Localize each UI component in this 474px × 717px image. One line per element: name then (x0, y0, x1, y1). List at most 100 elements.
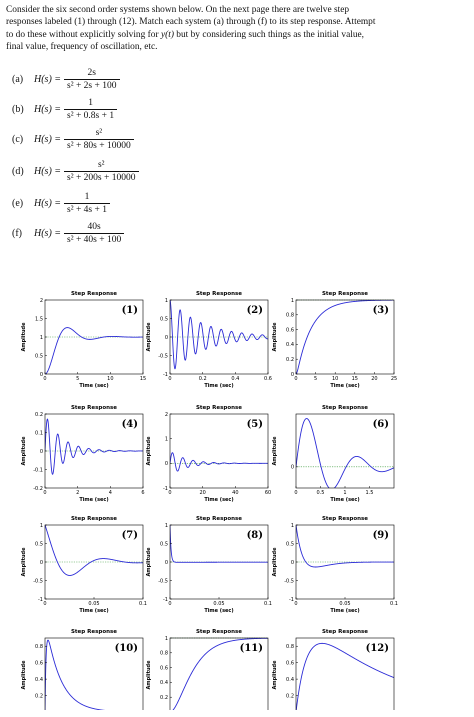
y-tick-label: -1 (38, 597, 43, 603)
x-tick-label: 0 (168, 601, 171, 607)
response-curve (296, 418, 394, 488)
y-axis-label: Amplitude (272, 436, 278, 466)
y-axis-label: Amplitude (272, 660, 278, 690)
y-tick-label: 0.8 (286, 644, 294, 650)
panel-label: (8) (247, 530, 263, 541)
y-tick-label: 0 (165, 461, 168, 467)
panel-label: (2) (247, 305, 263, 316)
step-response-plot-9: Step Response 0 0.05 0.1 -1 -0.5 0 0.5 1 Time (se… (272, 516, 398, 614)
y-tick-label: 1 (291, 298, 294, 304)
y-tick-label: 0 (40, 449, 43, 455)
x-tick-label: 0 (43, 601, 46, 607)
system-lhs: H(s) = (34, 104, 62, 115)
problem-statement: Consider the six second order systems sh… (6, 4, 468, 53)
plot-title: Step Response (71, 516, 117, 522)
x-axis-label: Time (sec) (330, 608, 359, 614)
y-tick-label: 0.2 (160, 695, 168, 701)
plot-title: Step Response (196, 629, 242, 635)
system-label: (f) (12, 228, 22, 239)
system-label: (c) (12, 134, 24, 145)
response-curve (45, 327, 143, 374)
y-tick-label: 0.5 (160, 316, 168, 322)
y-axis-label: Amplitude (21, 547, 27, 577)
y-tick-label: 0.6 (286, 327, 294, 333)
y-tick-label: 0.8 (286, 313, 294, 319)
intro-line-3-post: but by considering such things as the in… (173, 29, 365, 40)
x-tick-label: 20 (371, 376, 377, 382)
x-axis-label: Time (sec) (79, 383, 108, 389)
x-tick-label: 10 (332, 376, 338, 382)
y-tick-label: 0 (291, 560, 294, 566)
response-curve (172, 638, 268, 710)
x-axis-label: Time (sec) (330, 383, 359, 389)
response-curve (170, 452, 268, 472)
x-tick-label: 15 (352, 376, 358, 382)
y-tick-label: 0 (291, 465, 294, 471)
x-tick-label: 0 (294, 376, 297, 382)
panel-label: (5) (247, 419, 263, 430)
y-axis-label: Amplitude (272, 547, 278, 577)
y-tick-label: 0.2 (286, 693, 294, 699)
system-c: (c) H(s) = s² s² + 80s + 10000 (12, 128, 134, 151)
x-tick-label: 0 (168, 490, 171, 496)
y-tick-label: -1 (163, 372, 168, 378)
y-tick-label: -0.2 (33, 486, 43, 492)
system-label: (a) (12, 74, 24, 85)
y-tick-label: -0.5 (33, 578, 43, 584)
plot-title: Step Response (322, 629, 368, 635)
transfer-function: 2s s² + 2s + 100 (64, 68, 120, 91)
x-axis-label: Time (sec) (204, 383, 233, 389)
x-tick-label: 25 (391, 376, 397, 382)
y-tick-label: 0.1 (35, 430, 43, 436)
x-tick-label: 1 (343, 490, 346, 496)
system-label: (d) (12, 166, 24, 177)
x-tick-label: 4 (109, 490, 112, 496)
y-axis-label: Amplitude (21, 660, 27, 690)
y-tick-label: -0.5 (284, 578, 294, 584)
plot-title: Step Response (196, 291, 242, 297)
transfer-function: 1 s² + 4s + 1 (64, 192, 110, 215)
y-tick-label: 0.6 (286, 660, 294, 666)
y-tick-label: 1 (165, 523, 168, 529)
x-tick-label: 40 (232, 490, 238, 496)
plot-title: Step Response (322, 405, 368, 411)
y-tick-label: 1 (40, 523, 43, 529)
system-f: (f) H(s) = 40s s² + 40s + 100 (12, 222, 125, 245)
y-tick-label: 0.5 (35, 353, 43, 359)
y-tick-label: 0.2 (35, 693, 43, 699)
y-tick-label: 1 (165, 298, 168, 304)
y-axis-label: Amplitude (146, 436, 152, 466)
transfer-function: 40s s² + 40s + 100 (64, 222, 125, 245)
x-tick-label: 0.05 (213, 601, 224, 607)
y-tick-label: 1 (165, 436, 168, 442)
system-lhs: H(s) = (34, 228, 62, 239)
step-response-plot-2: Step Response 0 0.2 0.4 0.6 -1 -0.5 0 0.5 1 Time (… (146, 291, 272, 389)
x-tick-label: 10 (107, 376, 113, 382)
transfer-function: 1 s² + 0.8s + 1 (64, 98, 118, 121)
panel-label: (4) (122, 419, 138, 430)
y-tick-label: 1 (40, 335, 43, 341)
step-response-plot-4: Step Response 0 2 4 6 -0.2 -0.1 0 0.1 0.2 Time (se… (21, 405, 145, 503)
y-tick-label: 0.6 (160, 665, 168, 671)
y-axis-label: Amplitude (21, 322, 27, 352)
numerator: s² (97, 160, 105, 170)
y-tick-label: 0.4 (35, 677, 43, 683)
response-curve (45, 525, 143, 576)
y-tick-label: 0 (165, 560, 168, 566)
plot-title: Step Response (196, 516, 242, 522)
denominator: s² + 200s + 10000 (64, 171, 139, 183)
numerator: 2s (87, 68, 96, 78)
numerator: 40s (87, 222, 101, 232)
x-tick-label: 0.2 (199, 376, 207, 382)
response-curve (45, 639, 106, 710)
numerator: 1 (88, 98, 93, 108)
x-tick-label: 0.4 (231, 376, 239, 382)
y-tick-label: 0.2 (35, 412, 43, 418)
denominator: s² + 40s + 100 (64, 233, 125, 245)
system-e: (e) H(s) = 1 s² + 4s + 1 (12, 192, 110, 215)
transfer-function: s² s² + 80s + 10000 (64, 128, 134, 151)
y-tick-label: 0.5 (286, 541, 294, 547)
system-d: (d) H(s) = s² s² + 200s + 10000 (12, 160, 139, 183)
